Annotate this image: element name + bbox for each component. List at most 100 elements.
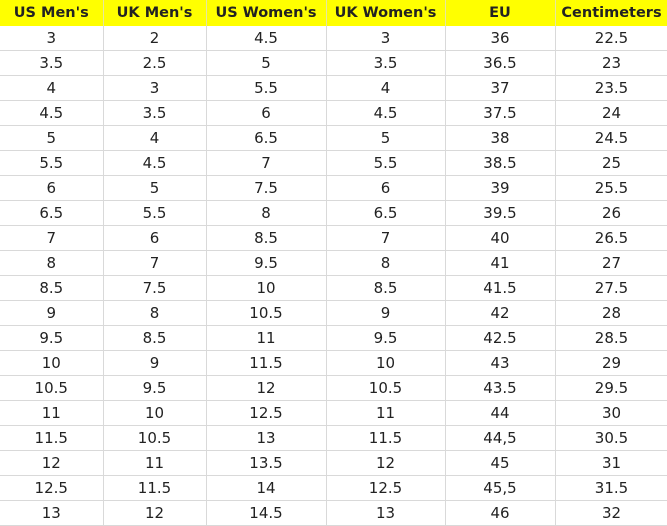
table-row: 8 7 9.5 8 41 27: [0, 250, 667, 276]
table-cell: 7: [103, 250, 207, 276]
table-cell: 7.5: [103, 275, 207, 301]
table-cell: 39: [445, 175, 556, 201]
table-cell: 40: [445, 225, 556, 251]
table-cell: 4.5: [206, 26, 327, 51]
table-cell: 5.5: [326, 150, 446, 176]
table-cell: 5: [326, 125, 446, 151]
table-row: 8.5 7.5 10 8.5 41.5 27.5: [0, 275, 667, 301]
table-row: 10.5 9.5 12 10.5 43.5 29.5: [0, 375, 667, 401]
table-cell: 11: [0, 400, 104, 426]
table-cell: 3: [0, 26, 104, 51]
table-cell: 5: [103, 175, 207, 201]
table-row: 11.5 10.5 13 11.5 44,5 30.5: [0, 425, 667, 451]
table-cell: 32: [555, 500, 667, 526]
table-row: 12.5 11.5 14 12.5 45,5 31.5: [0, 475, 667, 501]
table-cell: 27.5: [555, 275, 667, 301]
table-cell: 10: [0, 350, 104, 376]
table-cell: 8: [326, 250, 446, 276]
header-us-mens: US Men's: [0, 0, 104, 26]
table-row: 4.5 3.5 6 4.5 37.5 24: [0, 100, 667, 126]
table-cell: 45,5: [445, 475, 556, 501]
table-row: 13 12 14.5 13 46 32: [0, 500, 667, 526]
table-cell: 3.5: [326, 50, 446, 76]
table-cell: 2: [103, 26, 207, 51]
table-body: 3 2 4.5 3 36 22.5 3.5 2.5 5 3.5 36.5 23 4 3 5.5 4 37 23.5…: [0, 26, 667, 526]
table-cell: 8: [0, 250, 104, 276]
table-cell: 11: [103, 450, 207, 476]
table-cell: 10: [326, 350, 446, 376]
table-cell: 11: [206, 325, 327, 351]
table-cell: 12: [103, 500, 207, 526]
table-cell: 41: [445, 250, 556, 276]
table-cell: 37.5: [445, 100, 556, 126]
table-cell: 5: [206, 50, 327, 76]
table-cell: 8.5: [0, 275, 104, 301]
table-cell: 42.5: [445, 325, 556, 351]
table-cell: 38.5: [445, 150, 556, 176]
table-cell: 45: [445, 450, 556, 476]
table-cell: 25: [555, 150, 667, 176]
header-us-womens: US Women's: [206, 0, 327, 26]
table-cell: 7.5: [206, 175, 327, 201]
table-cell: 4: [0, 75, 104, 101]
table-cell: 30.5: [555, 425, 667, 451]
table-cell: 8: [206, 200, 327, 226]
table-cell: 9.5: [206, 250, 327, 276]
table-cell: 29.5: [555, 375, 667, 401]
table-cell: 8: [103, 300, 207, 326]
table-cell: 12.5: [326, 475, 446, 501]
table-cell: 5.5: [0, 150, 104, 176]
table-cell: 6: [103, 225, 207, 251]
table-cell: 36: [445, 26, 556, 51]
table-row: 5 4 6.5 5 38 24.5: [0, 125, 667, 151]
table-cell: 10.5: [103, 425, 207, 451]
table-cell: 4: [326, 75, 446, 101]
table-cell: 12: [326, 450, 446, 476]
table-cell: 12: [206, 375, 327, 401]
table-cell: 44: [445, 400, 556, 426]
table-cell: 7: [326, 225, 446, 251]
table-cell: 4.5: [103, 150, 207, 176]
table-cell: 9: [103, 350, 207, 376]
table-row: 9 8 10.5 9 42 28: [0, 300, 667, 326]
table-cell: 46: [445, 500, 556, 526]
table-cell: 22.5: [555, 26, 667, 51]
table-cell: 6.5: [326, 200, 446, 226]
table-cell: 7: [0, 225, 104, 251]
table-cell: 38: [445, 125, 556, 151]
table-cell: 14.5: [206, 500, 327, 526]
table-cell: 10: [103, 400, 207, 426]
header-uk-mens: UK Men's: [103, 0, 207, 26]
table-cell: 10: [206, 275, 327, 301]
table-cell: 3.5: [0, 50, 104, 76]
header-row: US Men's UK Men's US Women's UK Women's …: [0, 0, 667, 26]
table-row: 7 6 8.5 7 40 26.5: [0, 225, 667, 251]
table-cell: 7: [206, 150, 327, 176]
table-cell: 6: [0, 175, 104, 201]
table-cell: 26.5: [555, 225, 667, 251]
table-cell: 5.5: [103, 200, 207, 226]
table-cell: 37: [445, 75, 556, 101]
header-centimeters: Centimeters: [555, 0, 667, 26]
table-cell: 6: [206, 100, 327, 126]
table-cell: 11.5: [326, 425, 446, 451]
table-cell: 43.5: [445, 375, 556, 401]
table-cell: 4.5: [0, 100, 104, 126]
table-cell: 28.5: [555, 325, 667, 351]
table-cell: 6.5: [0, 200, 104, 226]
table-cell: 14: [206, 475, 327, 501]
table-cell: 10.5: [326, 375, 446, 401]
table-cell: 13.5: [206, 450, 327, 476]
table-cell: 10.5: [0, 375, 104, 401]
table-cell: 3: [103, 75, 207, 101]
table-cell: 9: [0, 300, 104, 326]
table-row: 3 2 4.5 3 36 22.5: [0, 26, 667, 51]
table-row: 9.5 8.5 11 9.5 42.5 28.5: [0, 325, 667, 351]
table-cell: 9: [326, 300, 446, 326]
table-cell: 11: [326, 400, 446, 426]
table-row: 11 10 12.5 11 44 30: [0, 400, 667, 426]
table-cell: 3: [326, 26, 446, 51]
table-cell: 26: [555, 200, 667, 226]
table-cell: 5: [0, 125, 104, 151]
